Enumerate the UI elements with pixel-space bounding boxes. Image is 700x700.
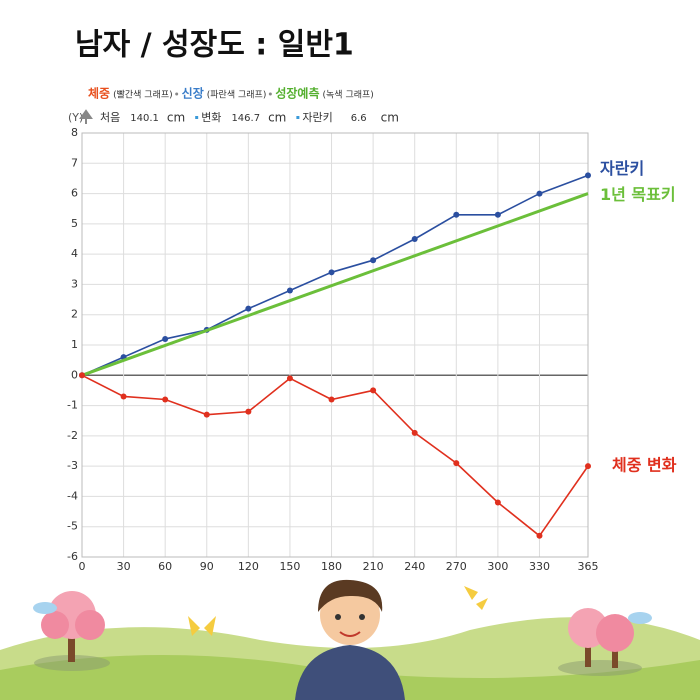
x-tick-label: 300 bbox=[487, 560, 508, 573]
x-tick-label: 365 bbox=[578, 560, 599, 573]
x-tick-label: 30 bbox=[117, 560, 131, 573]
info-unit: cm bbox=[381, 111, 399, 125]
point bbox=[162, 396, 169, 403]
series-line bbox=[81, 374, 589, 537]
y-tick-label: 5 bbox=[71, 217, 78, 230]
axis-label: (Y) bbox=[68, 111, 83, 124]
x-tick-label: 60 bbox=[158, 560, 172, 573]
point bbox=[245, 305, 252, 312]
info-unit: cm bbox=[167, 111, 185, 125]
point bbox=[120, 393, 127, 400]
point bbox=[536, 190, 543, 197]
y-tick-label: 2 bbox=[71, 308, 78, 321]
y-tick-label: 1 bbox=[71, 338, 78, 351]
legend-name: 신장 bbox=[182, 86, 204, 101]
y-tick-label: 0 bbox=[71, 368, 78, 381]
x-tick-label: 270 bbox=[446, 560, 467, 573]
y-tick-label: -4 bbox=[67, 489, 78, 502]
legend-note: (빨간색 그래프) bbox=[113, 90, 173, 101]
x-tick-label: 90 bbox=[200, 560, 214, 573]
separator bbox=[268, 92, 272, 96]
legend-note: (파란색 그래프) bbox=[207, 89, 267, 101]
y-tick-label: -2 bbox=[67, 429, 78, 442]
series-label: 체중 변화 bbox=[612, 456, 677, 475]
info-value: 146.7 bbox=[231, 113, 260, 124]
illustration bbox=[0, 579, 700, 700]
point bbox=[245, 408, 252, 415]
point bbox=[286, 375, 293, 382]
legend-note: (녹색 그래프) bbox=[323, 90, 374, 101]
x-tick-label: 180 bbox=[321, 560, 342, 573]
x-tick-label: 210 bbox=[363, 560, 384, 573]
point bbox=[328, 269, 335, 276]
info-label: 변화 bbox=[201, 111, 221, 124]
point bbox=[370, 257, 377, 264]
series-label: 자란키 bbox=[600, 159, 644, 178]
title: 남자 / 성장도 : 일반1 bbox=[75, 28, 354, 63]
x-tick-label: 240 bbox=[404, 560, 425, 573]
point bbox=[536, 532, 543, 539]
x-tick-label: 150 bbox=[279, 560, 300, 573]
point bbox=[370, 387, 377, 394]
point bbox=[585, 463, 591, 470]
point bbox=[494, 211, 501, 218]
y-tick-label: 3 bbox=[71, 277, 78, 290]
y-tick-label: 7 bbox=[71, 156, 78, 169]
info-unit: cm bbox=[268, 111, 286, 125]
point bbox=[286, 287, 293, 294]
series-label: 1년 목표키 bbox=[600, 185, 676, 204]
point bbox=[411, 236, 418, 242]
y-tick-label: -3 bbox=[67, 459, 78, 472]
x-tick-label: 330 bbox=[529, 560, 550, 573]
legend-name: 체중 bbox=[88, 86, 110, 101]
info-value: 6.6 bbox=[351, 113, 367, 124]
info-label: 자란키 bbox=[302, 111, 332, 124]
point bbox=[585, 172, 591, 179]
y-tick-label: 6 bbox=[71, 187, 78, 200]
bullet bbox=[195, 116, 199, 119]
point bbox=[328, 396, 335, 403]
point bbox=[411, 429, 418, 436]
legend: 체중 (빨간색 그래프) 신장 (파란색 그래프) 성장예측 (녹색 그래프) bbox=[88, 86, 374, 101]
separator bbox=[175, 92, 179, 96]
bullet bbox=[296, 116, 300, 119]
info: (Y) 처음 140.1 cm 변화 146.7 cm 자란키 6.6 cm bbox=[68, 109, 399, 125]
plot-frame bbox=[81, 132, 589, 558]
y-tick-label: -1 bbox=[67, 399, 78, 412]
series-line bbox=[81, 192, 589, 377]
plot: -6 -5 -4 -3 -2 -1 0 1 2 3 4 5 6 7 8 0 30 60 90 120 150 180 210… bbox=[67, 126, 677, 573]
y-tick-label: 4 bbox=[71, 247, 78, 260]
point bbox=[453, 460, 460, 467]
point bbox=[203, 411, 210, 418]
legend-name: 성장예측 bbox=[275, 86, 319, 101]
y-tick-label: -6 bbox=[67, 550, 78, 563]
x-tick-label: 0 bbox=[79, 560, 86, 573]
info-value: 140.1 bbox=[130, 113, 159, 124]
y-tick-label: 8 bbox=[71, 126, 78, 139]
point bbox=[162, 335, 169, 342]
point bbox=[79, 372, 85, 379]
arrow bbox=[79, 109, 93, 124]
point bbox=[453, 211, 460, 218]
x-tick-label: 120 bbox=[238, 560, 259, 573]
point bbox=[494, 499, 501, 506]
info-label: 처음 bbox=[100, 111, 120, 124]
y-tick-label: -5 bbox=[67, 520, 78, 533]
